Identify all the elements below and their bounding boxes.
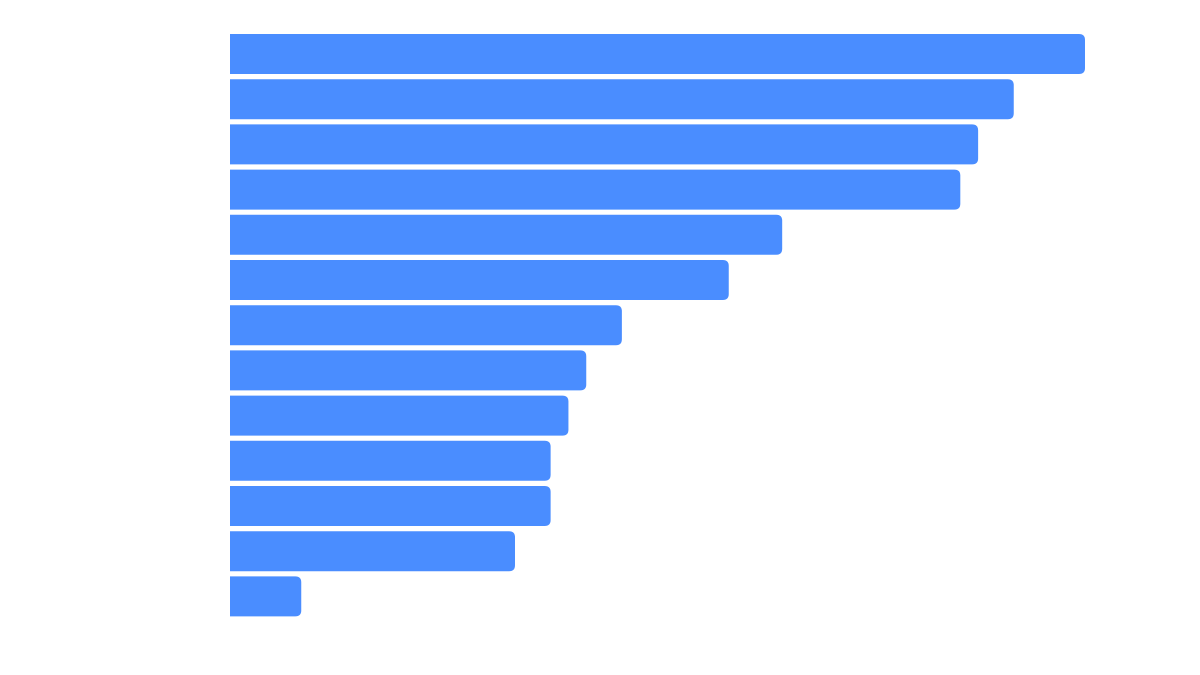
bars-group [230,34,1085,617]
bar-6 [230,260,729,300]
bar-4 [230,169,961,210]
bar-8 [230,350,587,391]
bar-12 [230,531,515,572]
bar-5 [230,214,783,255]
bar-3 [230,124,979,165]
bar-1 [230,34,1085,74]
bar-9 [230,395,569,436]
bar-13 [230,576,302,617]
bar-7 [230,305,622,346]
bar-10 [230,440,551,481]
bar-2 [230,79,1014,120]
bar-11 [230,486,551,526]
